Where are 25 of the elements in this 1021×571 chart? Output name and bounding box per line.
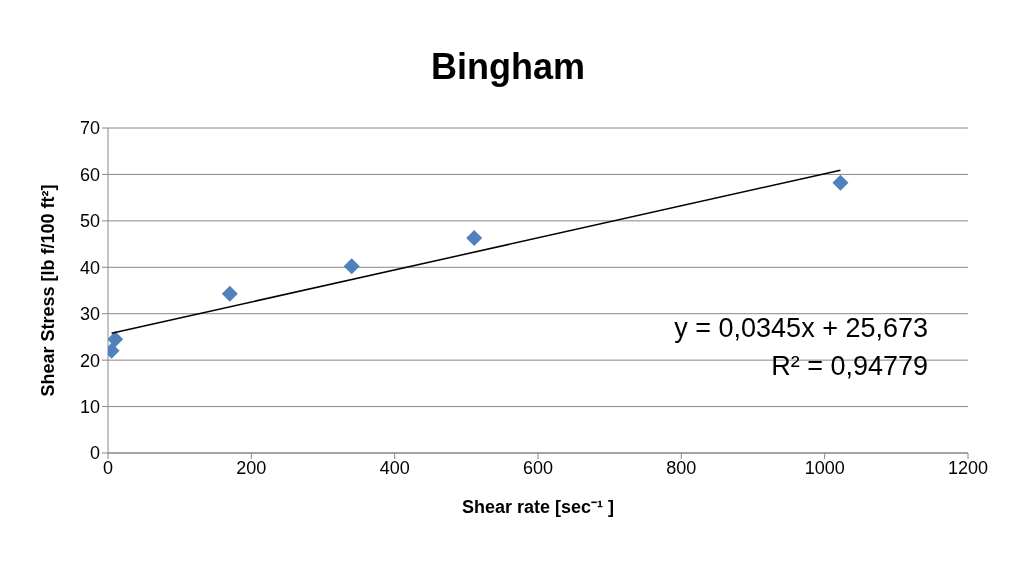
y-tick-label: 50 xyxy=(79,211,100,232)
point xyxy=(108,331,124,348)
x-tick-label: 600 xyxy=(522,457,554,478)
x-axis-title: Shear rate [sec⁻¹ ] xyxy=(461,497,615,517)
point xyxy=(466,230,483,247)
x-tick-label: 200 xyxy=(236,457,267,478)
y-tick-label: 70 xyxy=(79,118,100,139)
point xyxy=(343,258,360,275)
y-axis-title: Shear Stress [lb f/100 ft²] xyxy=(38,184,59,397)
chart-title: Bingham xyxy=(430,46,586,88)
point xyxy=(221,285,238,302)
y-tick-label: 10 xyxy=(79,396,100,417)
annotation: R² = 0,94779 xyxy=(770,351,928,382)
point xyxy=(832,174,849,191)
y-tick-label: 60 xyxy=(79,164,100,185)
y-tick-label: 0 xyxy=(89,443,100,464)
x-tick-label: 800 xyxy=(666,457,697,478)
y-tick-label: 30 xyxy=(79,304,100,325)
annotation: y = 0,0345x + 25,673 xyxy=(673,313,928,344)
x-tick-label: 400 xyxy=(379,457,410,478)
x-tick-label: 0 xyxy=(102,457,114,478)
x-tick-label: 1200 xyxy=(947,457,989,478)
y-tick-label: 20 xyxy=(79,350,100,371)
x-tick-label: 1000 xyxy=(804,457,845,478)
y-tick-label: 40 xyxy=(79,257,100,278)
